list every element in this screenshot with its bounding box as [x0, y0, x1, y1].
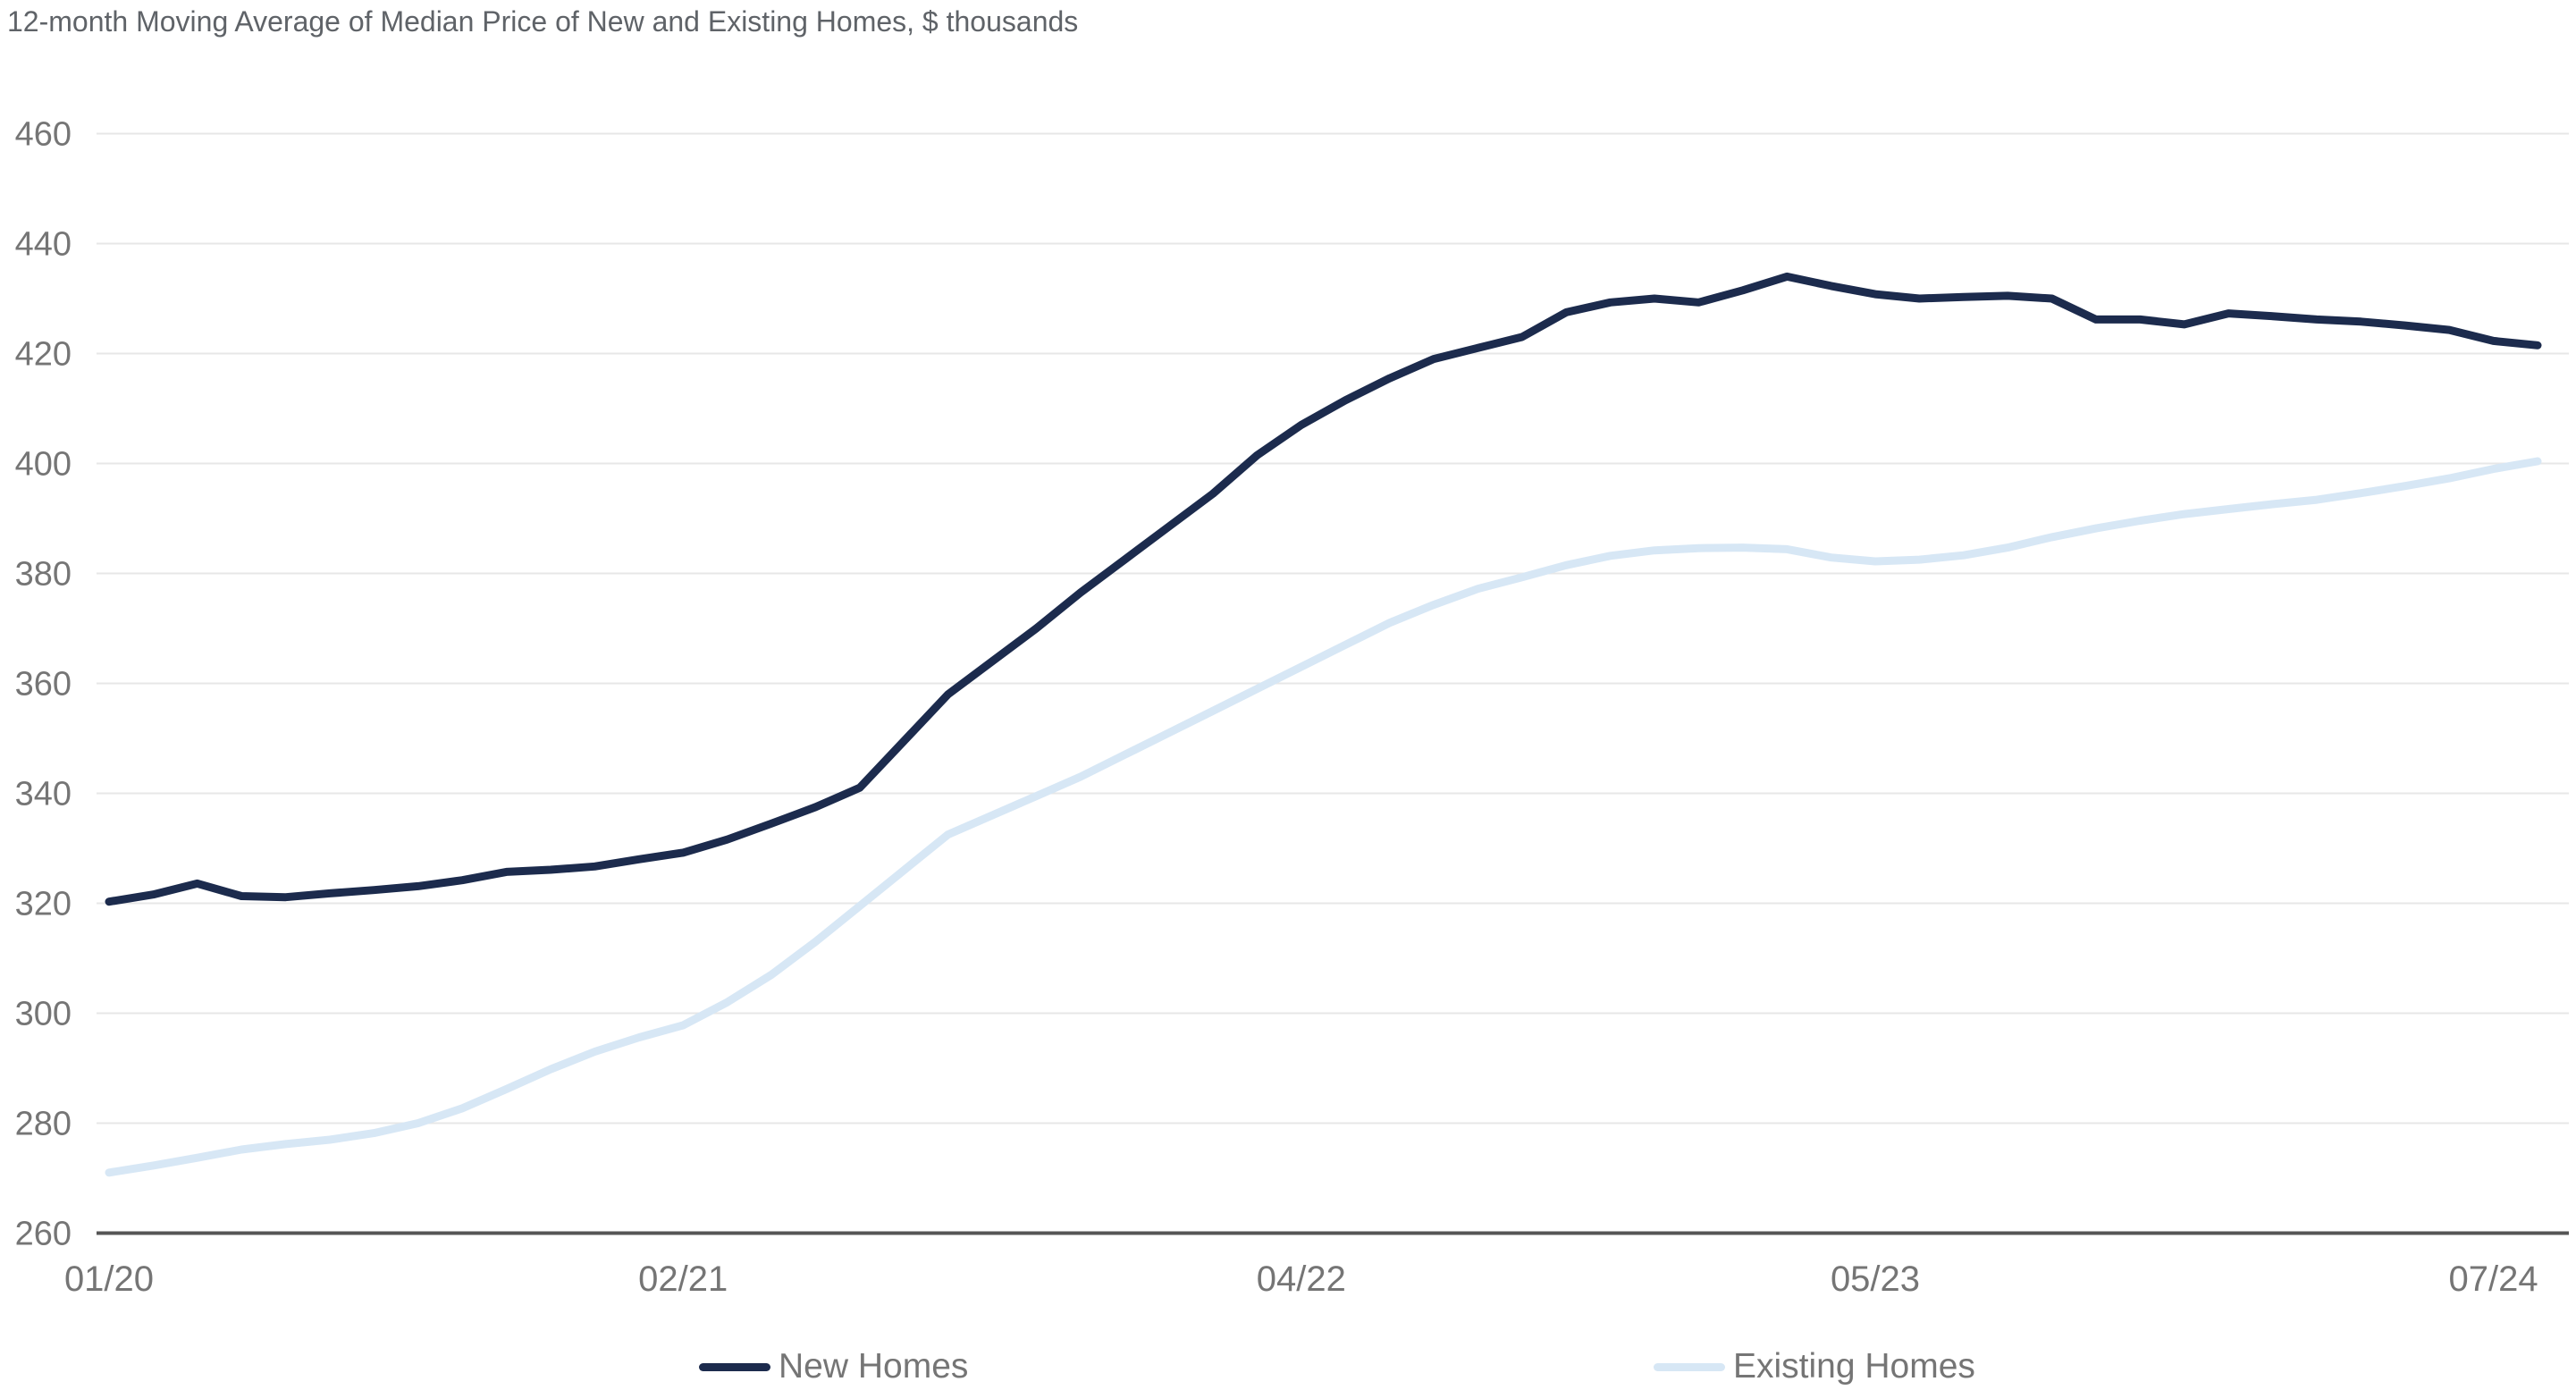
y-axis-label: 440 [15, 225, 72, 263]
y-axis-label: 300 [15, 995, 72, 1032]
existing-homes-swatch-icon [1654, 1362, 1725, 1371]
y-axis-label: 260 [15, 1215, 72, 1252]
x-axis-label: 04/22 [1257, 1259, 1346, 1299]
x-axis-label: 05/23 [1831, 1259, 1920, 1299]
legend-label-existing-homes: Existing Homes [1733, 1347, 1975, 1386]
y-axis-label: 400 [15, 445, 72, 483]
y-axis-label: 340 [15, 775, 72, 813]
chart-legend: New Homes Existing Homes [0, 1344, 2576, 1390]
x-axis-label: 01/20 [64, 1259, 154, 1299]
chart-title: 12-month Moving Average of Median Price … [7, 5, 1079, 38]
y-axis-label: 280 [15, 1105, 72, 1142]
legend-item-new-homes: New Homes [699, 1344, 968, 1390]
existing-homes-line[interactable] [105, 457, 2542, 1177]
new-homes-swatch-icon [699, 1362, 770, 1371]
y-axis-label: 380 [15, 555, 72, 593]
y-axis-label: 460 [15, 115, 72, 153]
y-axis-label: 320 [15, 885, 72, 922]
new-homes-line[interactable] [105, 272, 2542, 906]
x-axis-label: 07/24 [2449, 1259, 2538, 1299]
y-axis-label: 360 [15, 665, 72, 703]
legend-label-new-homes: New Homes [779, 1347, 969, 1386]
legend-item-existing-homes: Existing Homes [1654, 1344, 1975, 1390]
x-axis-label: 02/21 [638, 1259, 728, 1299]
y-axis-label: 420 [15, 335, 72, 373]
